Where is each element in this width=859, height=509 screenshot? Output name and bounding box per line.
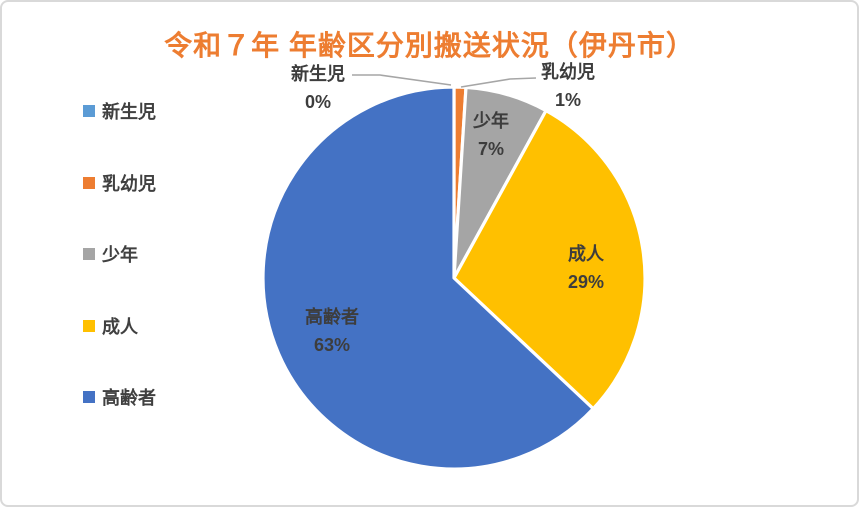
legend-item-adult: 成人 [83,316,138,337]
data-label-percent: 0% [304,92,331,112]
legend-item-elderly: 高齢者 [83,387,156,408]
legend-label: 高齢者 [102,388,156,408]
legend-item-juvenile: 少年 [83,244,138,265]
data-label-percent: 7% [477,139,504,159]
leader-line-infant [460,77,537,88]
legend-item-infant: 乳幼児 [83,173,156,194]
pie-slice-elderly [261,85,595,471]
legend-swatch-icon [83,248,95,260]
legend-swatch-icon [83,177,95,189]
chart-title: 令和７年 年齢区分別搬送状況（伊丹市） [164,30,695,61]
legend-item-newborn: 新生児 [83,101,156,122]
data-label-category: 成人 [568,244,604,264]
legend-label: 少年 [102,245,138,265]
data-label-percent: 1% [554,90,581,110]
data-label-category: 新生児 [291,64,345,84]
legend-label: 新生児 [102,102,156,122]
data-label-percent: 63% [313,335,351,355]
data-label-adult: 成人 29% [568,240,604,296]
pie-slice-adult [452,109,647,411]
data-label-elderly: 高齢者 63% [305,303,359,359]
legend-label: 成人 [102,317,138,337]
legend-swatch-icon [83,391,95,403]
legend-swatch-icon [83,320,95,332]
data-label-percent: 29% [567,272,605,292]
data-label-category: 少年 [473,111,509,131]
data-label-infant: 乳幼児 1% [541,58,595,114]
legend-swatch-icon [83,105,95,117]
data-label-newborn: 新生児 0% [291,60,345,116]
data-label-category: 高齢者 [305,307,359,327]
data-label-juvenile: 少年 7% [473,107,509,163]
leader-line-newborn [352,74,452,86]
legend-label: 乳幼児 [102,174,156,194]
data-label-category: 乳幼児 [541,62,595,82]
